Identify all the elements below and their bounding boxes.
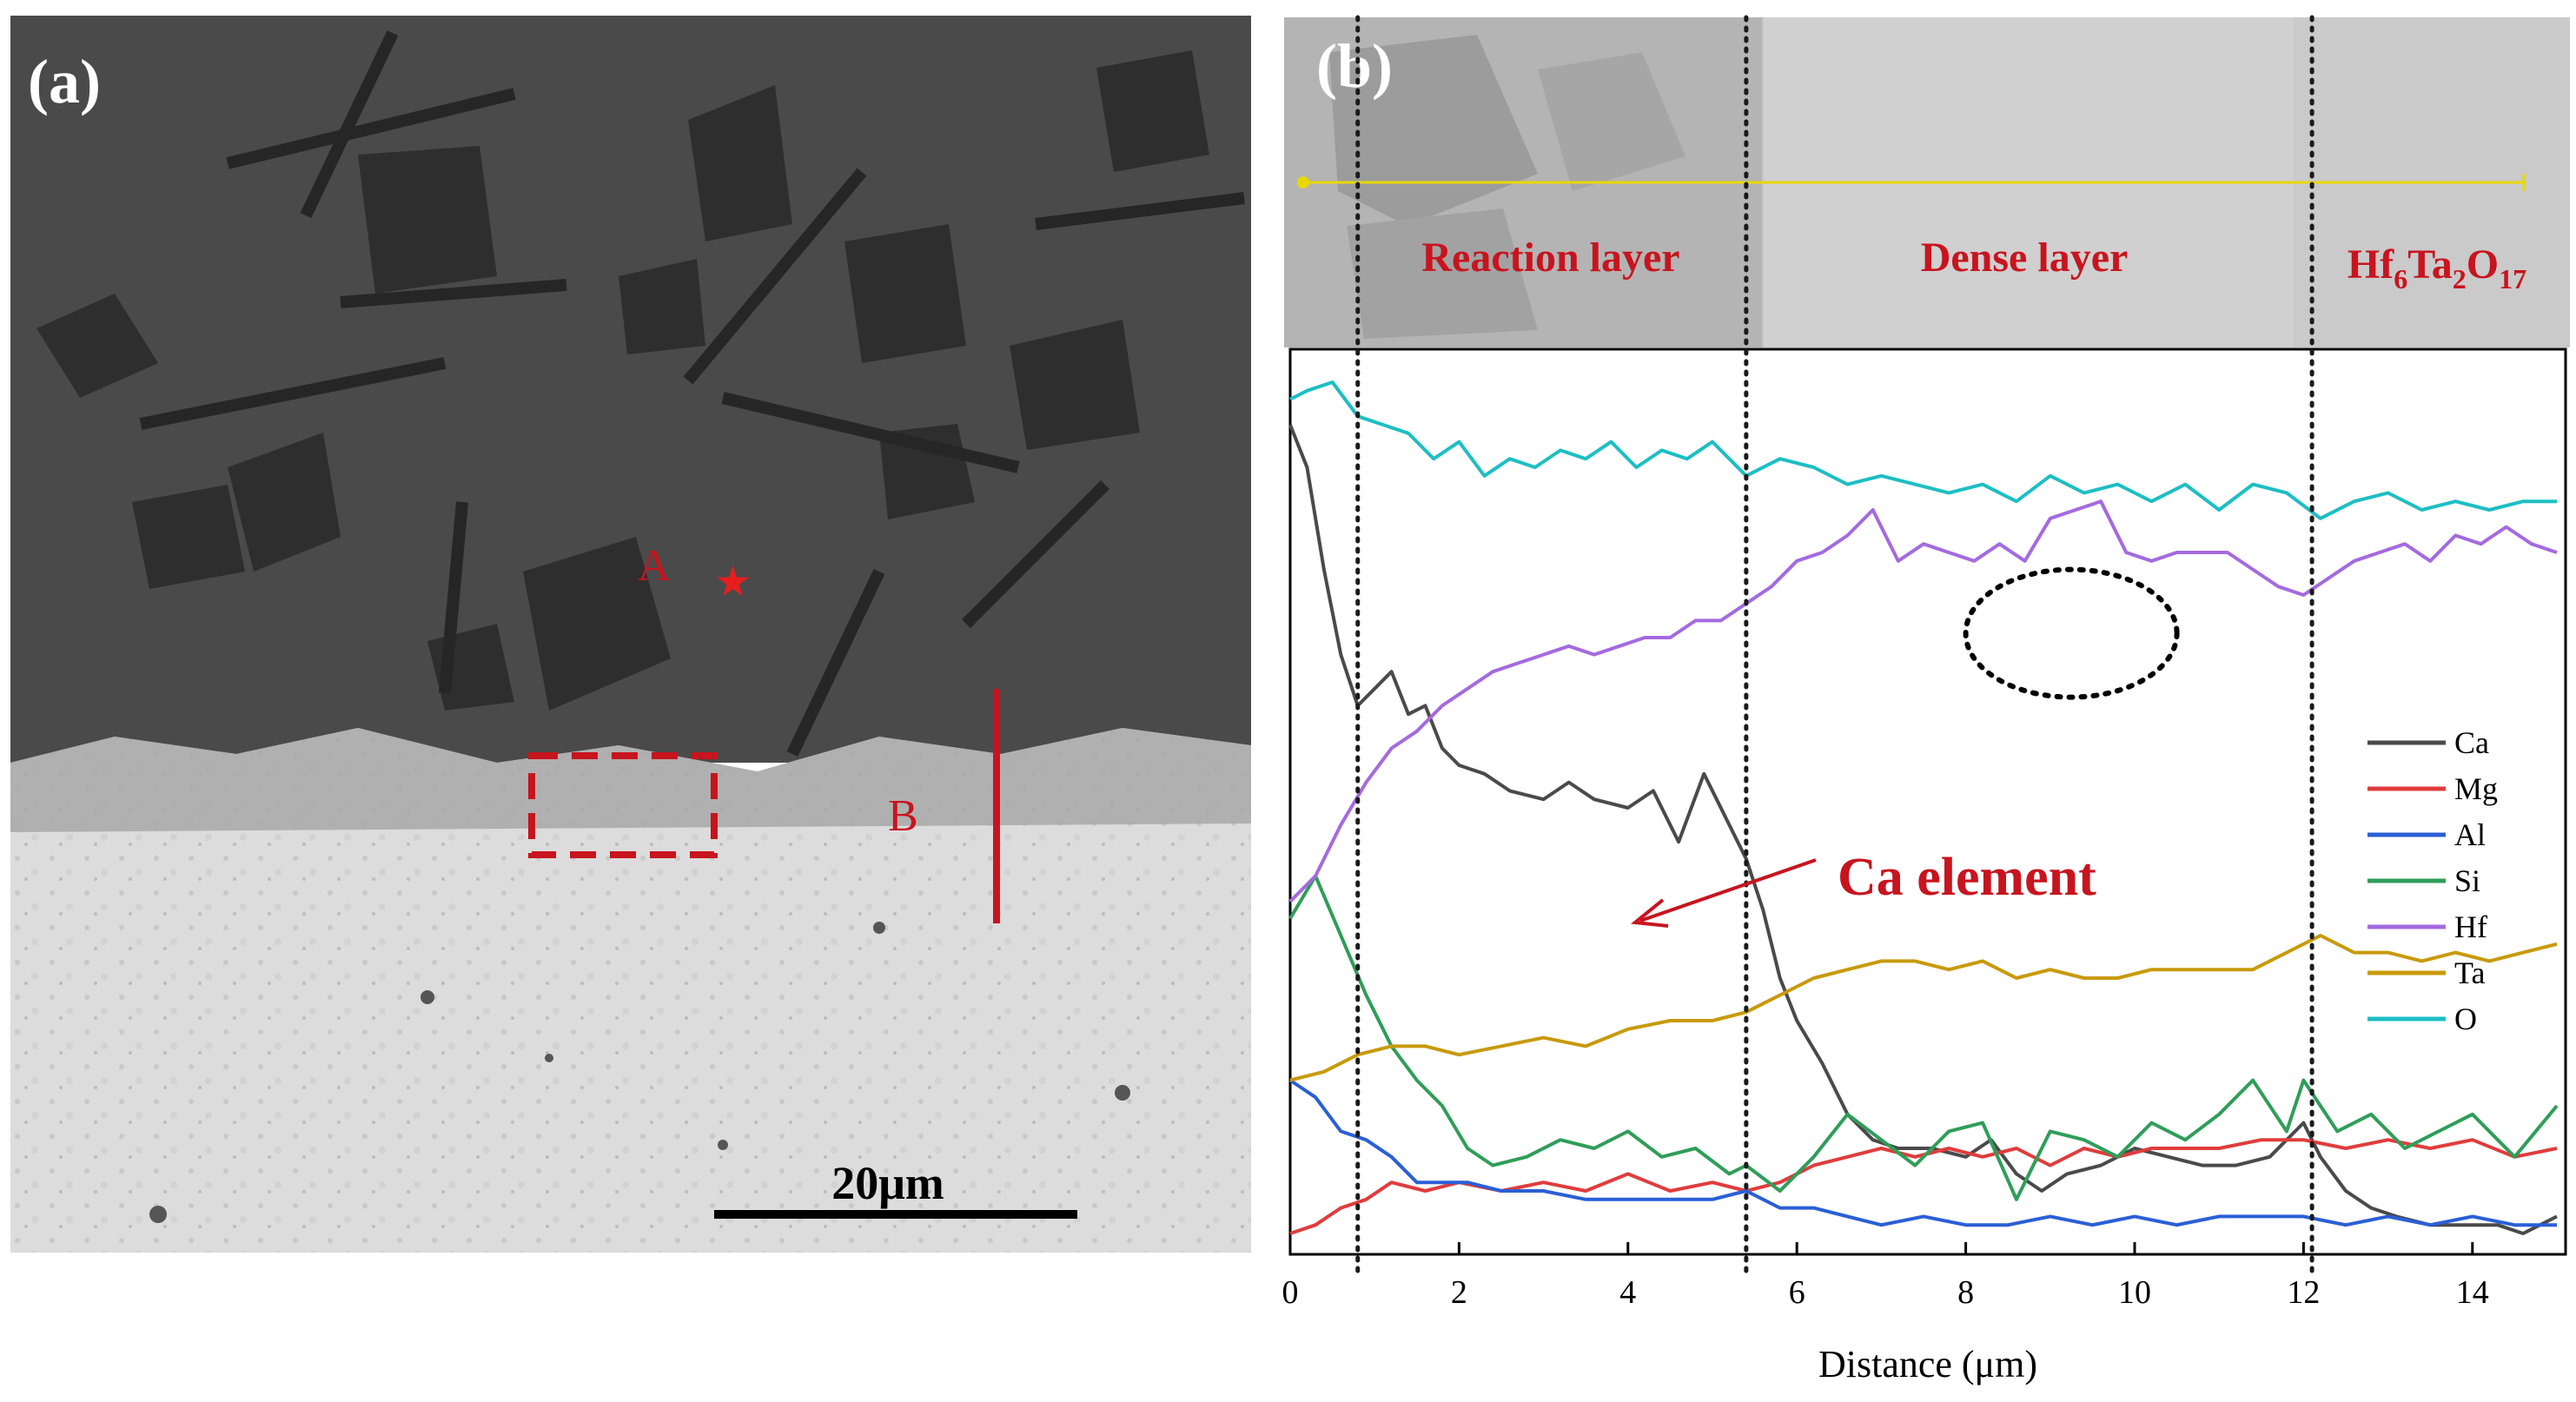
dashed-region-box	[528, 752, 718, 858]
x-tick-label: 12	[2287, 1274, 2320, 1311]
x-tick-label: 2	[1451, 1274, 1467, 1311]
legend-label-ca: Ca	[2454, 725, 2489, 760]
dense-layer-label: Dense layer	[1921, 235, 2129, 281]
legend-label-hf: Hf	[2454, 909, 2487, 944]
legend-label-ta: Ta	[2454, 956, 2485, 990]
scan-start-marker	[1297, 176, 1309, 188]
line-scan-panel-b: (b) Reaction layer Dense layer Hf6Ta2O17…	[1282, 15, 2570, 1385]
needle-crystals	[139, 30, 1245, 757]
pores	[149, 922, 1130, 1223]
x-axis-label: Distance (μm)	[1818, 1343, 2037, 1385]
x-axis-ticks: 0 2 4 6 8 10 12 14	[1282, 1242, 2489, 1311]
reaction-layer-label: Reaction layer	[1421, 235, 1679, 281]
x-tick-label: 0	[1282, 1274, 1299, 1311]
panel-b-label: (b)	[1316, 31, 1393, 101]
panel-a-label: (a)	[28, 47, 101, 116]
series-line-hf	[1288, 499, 2558, 903]
x-tick-label: 4	[1619, 1274, 1636, 1311]
scale-bar-label: 20μm	[831, 1157, 944, 1209]
legend-label-al: Al	[2454, 817, 2486, 852]
legend: Ca Mg Al Si Hf Ta O	[2367, 725, 2498, 1036]
x-tick-label: 8	[1957, 1274, 1974, 1311]
series-line-ca	[1288, 424, 2558, 1235]
x-tick-label: 14	[2456, 1274, 2489, 1311]
star-marker-icon: ★	[714, 559, 752, 605]
point-a-label: A	[638, 541, 671, 591]
phase-label: Hf6Ta2O17	[2348, 241, 2526, 294]
x-tick-label: 10	[2118, 1274, 2151, 1311]
series-line-si	[1288, 874, 2559, 1201]
substrate-region	[10, 728, 1251, 1253]
x-tick-label: 6	[1789, 1274, 1805, 1311]
legend-label-o: O	[2454, 1002, 2477, 1036]
ca-element-annotation: Ca element	[1838, 848, 2096, 907]
annotation-arrow	[1639, 858, 1817, 923]
sem-micrograph-panel-a: (a) A ★ B 20μm	[10, 16, 1251, 1253]
series-line-o	[1289, 380, 2557, 520]
boundary-layer	[1355, 15, 2314, 1280]
series-layer	[1288, 380, 2559, 1235]
legend-label-si: Si	[2454, 863, 2480, 898]
highlight-ellipse	[1963, 566, 2180, 700]
annotation-arrow-head	[1631, 898, 1669, 928]
legend-label-mg: Mg	[2454, 771, 2498, 806]
series-line-ta	[1289, 934, 2558, 1082]
point-b-label: B	[888, 791, 918, 841]
series-line-al	[1288, 1078, 2557, 1227]
reaction-band	[10, 728, 1251, 832]
